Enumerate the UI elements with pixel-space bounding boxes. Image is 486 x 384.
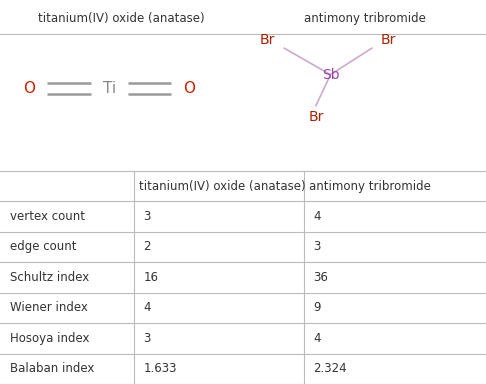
Text: antimony tribromide: antimony tribromide: [309, 180, 431, 193]
Text: 9: 9: [313, 301, 321, 314]
Text: 2.324: 2.324: [313, 362, 347, 375]
Text: titanium(IV) oxide (anatase): titanium(IV) oxide (anatase): [139, 180, 305, 193]
Text: 4: 4: [313, 210, 321, 223]
Text: Schultz index: Schultz index: [10, 271, 89, 284]
Text: vertex count: vertex count: [10, 210, 85, 223]
Text: 4: 4: [313, 332, 321, 345]
Text: 2: 2: [143, 240, 151, 253]
Text: 3: 3: [313, 240, 321, 253]
Text: antimony tribromide: antimony tribromide: [304, 12, 425, 25]
Text: 16: 16: [143, 271, 158, 284]
Text: 1.633: 1.633: [143, 362, 177, 375]
Text: Sb: Sb: [322, 68, 339, 82]
Text: Br: Br: [260, 33, 275, 48]
Text: Hosoya index: Hosoya index: [10, 332, 89, 345]
Text: titanium(IV) oxide (anatase): titanium(IV) oxide (anatase): [38, 12, 205, 25]
Text: O: O: [23, 81, 35, 96]
Text: 36: 36: [313, 271, 329, 284]
Text: O: O: [184, 81, 195, 96]
Text: 4: 4: [143, 301, 151, 314]
Text: Br: Br: [381, 33, 397, 48]
Text: edge count: edge count: [10, 240, 76, 253]
Text: Wiener index: Wiener index: [10, 301, 87, 314]
Text: Balaban index: Balaban index: [10, 362, 94, 375]
Text: 3: 3: [143, 332, 151, 345]
Text: Br: Br: [308, 110, 324, 124]
Text: 3: 3: [143, 210, 151, 223]
Text: Ti: Ti: [103, 81, 116, 96]
